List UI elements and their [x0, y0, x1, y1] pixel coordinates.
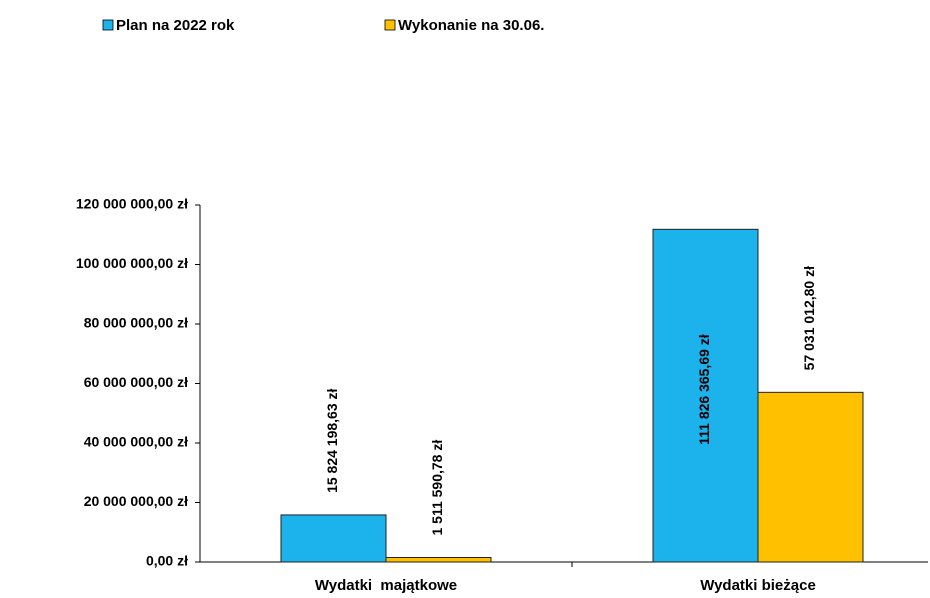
data-label: 1 511 590,78 zł — [429, 440, 445, 536]
legend-swatch — [102, 19, 114, 31]
y-tick-label: 60 000 000,00 zł — [84, 374, 188, 390]
legend-swatch — [384, 19, 396, 31]
bar — [280, 514, 387, 563]
bar — [652, 228, 759, 563]
legend-label: Plan na 2022 rok — [116, 17, 235, 34]
x-tick-label: Wydatki bieżące — [700, 577, 816, 594]
y-tick-label: 20 000 000,00 zł — [84, 493, 188, 509]
x-tick-label: Wydatki majątkowe — [315, 577, 457, 594]
y-tick-label: 0,00 zł — [146, 553, 188, 569]
data-label: 111 826 365,69 zł — [696, 334, 712, 445]
data-label: 15 824 198,63 zł — [324, 389, 340, 493]
bar — [385, 557, 492, 563]
data-label: 57 031 012,80 zł — [801, 266, 817, 370]
y-tick-label: 100 000 000,00 zł — [76, 255, 188, 271]
legend-label: Wykonanie na 30.06. — [398, 17, 544, 34]
y-tick-label: 120 000 000,00 zł — [76, 196, 188, 212]
y-tick-label: 40 000 000,00 zł — [84, 434, 188, 450]
y-tick-label: 80 000 000,00 zł — [84, 315, 188, 331]
bar — [757, 391, 864, 563]
